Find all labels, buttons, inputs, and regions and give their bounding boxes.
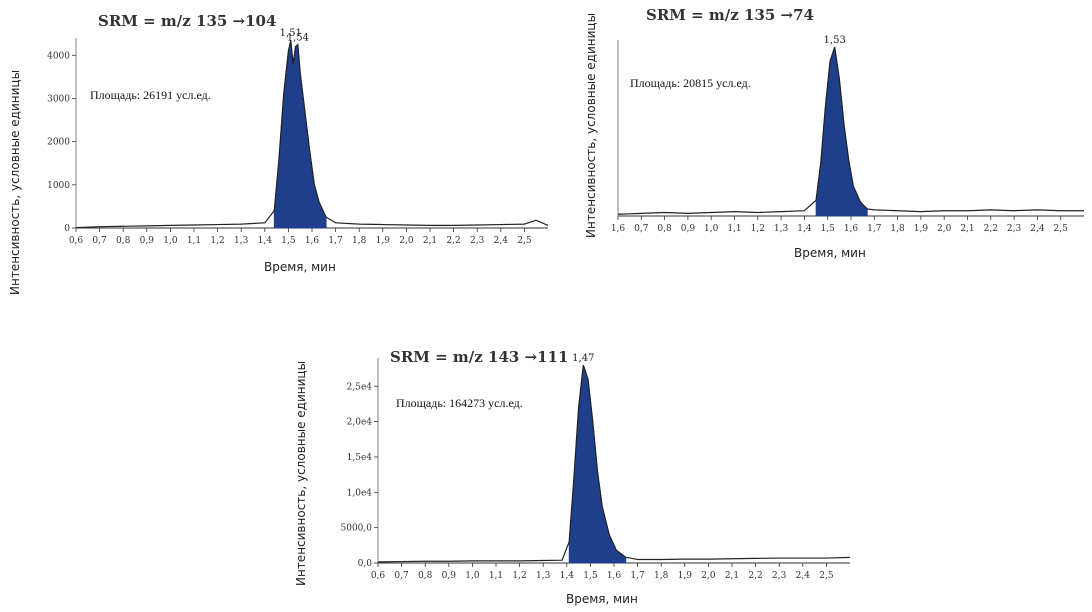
x-tick-label: 1,5 <box>583 571 598 581</box>
x-tick-label: 2,5 <box>1054 224 1069 234</box>
y-tick-label: 1000 <box>47 181 70 191</box>
x-tick-label: 2,1 <box>725 571 739 581</box>
x-tick-label: 2,0 <box>937 224 952 234</box>
x-tick-label: 1,4 <box>560 571 575 581</box>
y-tick-label: 2,0e4 <box>347 418 373 428</box>
chart-panel-3: SRM = m/z 143 →111 Площадь: 164273 усл.е… <box>290 330 870 612</box>
x-tick-label: 0,7 <box>92 236 107 246</box>
x-tick-label: 0,7 <box>394 571 409 581</box>
chart-title: SRM = m/z 143 →111 <box>390 348 569 366</box>
peak-label: 1,54 <box>287 32 309 43</box>
y-tick-label: 0,0 <box>358 559 373 569</box>
x-tick-label: 2,0 <box>701 571 716 581</box>
x-tick-label: 2,4 <box>796 571 811 581</box>
x-tick-label: 1,8 <box>654 571 669 581</box>
x-tick-label: 1,4 <box>797 224 812 234</box>
x-tick-label: 2,0 <box>399 236 414 246</box>
x-axis-label: Время, мин <box>264 260 336 274</box>
x-tick-label: 2,4 <box>1030 224 1045 234</box>
x-tick-label: 0,6 <box>371 571 386 581</box>
x-tick-label: 1,8 <box>352 236 367 246</box>
x-tick-label: 2,5 <box>517 236 532 246</box>
x-tick-label: 0,9 <box>140 236 155 246</box>
x-tick-label: 1,1 <box>727 224 741 234</box>
x-tick-label: 1,0 <box>163 236 178 246</box>
x-tick-label: 2,3 <box>1007 224 1022 234</box>
x-tick-label: 0,8 <box>418 571 433 581</box>
x-tick-label: 1,8 <box>890 224 905 234</box>
x-tick-label: 2,1 <box>960 224 974 234</box>
x-tick-label: 1,1 <box>489 571 503 581</box>
x-tick-label: 2,1 <box>423 236 437 246</box>
area-annotation: Площадь: 26191 усл.ед. <box>90 88 211 102</box>
x-tick-label: 1,9 <box>678 571 693 581</box>
peak-label: 1,47 <box>572 353 594 364</box>
series-line <box>377 364 851 563</box>
chart-title: SRM = m/z 135 →74 <box>646 6 814 24</box>
chart-plot: 1,6 0,7 0,8 0,9 1,0 1,1 1,2 1,3 1,4 1,5 1,6 1,7 1,8 1… <box>611 35 1084 234</box>
chart-plot: 0,6 0,7 0,8 0,9 1,0 1,1 1,2 1,3 1,4 1,5 1,6 1,7 1,8 1… <box>47 28 549 246</box>
x-axis-label: Время, мин <box>566 592 638 606</box>
x-tick-label: 2,2 <box>446 236 460 246</box>
x-tick-label: 1,4 <box>258 236 273 246</box>
x-tick-label: 1,5 <box>281 236 296 246</box>
x-tick-label: 1,3 <box>774 224 789 234</box>
y-tick-label: 0 <box>64 224 70 234</box>
x-tick-label: 1,9 <box>376 236 391 246</box>
x-tick-label: 1,7 <box>328 236 343 246</box>
x-tick-label: 1,7 <box>630 571 645 581</box>
peak-label: 1,51 <box>280 28 302 39</box>
x-tick-label: 1,5 <box>821 224 836 234</box>
x-tick-label: 1,2 <box>210 236 224 246</box>
x-tick-label: 0,8 <box>657 224 672 234</box>
peak-area <box>568 364 627 564</box>
x-tick-label: 1,0 <box>465 571 480 581</box>
y-tick-label: 1,5e4 <box>347 453 373 463</box>
x-tick-label: 0,9 <box>681 224 696 234</box>
y-tick-label: 2000 <box>47 138 70 148</box>
x-tick-label: 1,6 <box>607 571 622 581</box>
x-tick-label: 1,9 <box>914 224 929 234</box>
x-tick-label: 2,4 <box>494 236 509 246</box>
chart-title: SRM = m/z 135 →104 <box>98 12 277 30</box>
peak-label: 1,53 <box>824 35 846 46</box>
x-tick-label: 0,7 <box>634 224 649 234</box>
chart-panel-1: SRM = m/z 135 →104 Площадь: 26191 усл.ед… <box>0 0 560 300</box>
x-tick-label: 2,5 <box>819 571 834 581</box>
x-tick-label: 1,2 <box>512 571 526 581</box>
area-annotation: Площадь: 164273 усл.ед. <box>396 396 523 410</box>
x-tick-label: 2,2 <box>748 571 762 581</box>
y-tick-label: 2,5e4 <box>347 382 373 392</box>
x-tick-label: 1,6 <box>305 236 320 246</box>
x-tick-label: 2,3 <box>772 571 787 581</box>
x-tick-label: 1,1 <box>187 236 201 246</box>
y-tick-label: 3000 <box>47 94 70 104</box>
y-tick-label: 4000 <box>47 51 70 61</box>
x-tick-label: 2,2 <box>984 224 998 234</box>
x-tick-label: 1,6 <box>844 224 859 234</box>
area-annotation: Площадь: 20815 усл.ед. <box>630 76 751 90</box>
chart-panel-2: SRM = m/z 135 →74 Площадь: 20815 усл.ед.… <box>578 0 1092 290</box>
x-tick-label: 2,3 <box>470 236 485 246</box>
chart-plot: 0,6 0,7 0,8 0,9 1,0 1,1 1,2 1,3 1,4 1,5 1,6 1,7 1,8 1… <box>341 353 851 581</box>
x-tick-label: 0,6 <box>69 236 84 246</box>
x-tick-label: 1,3 <box>234 236 249 246</box>
x-tick-label: 1,7 <box>867 224 882 234</box>
x-tick-label: 0,8 <box>116 236 131 246</box>
x-tick-label: 1,2 <box>751 224 765 234</box>
x-axis-label: Время, мин <box>794 246 866 260</box>
x-tick-label: 1,3 <box>536 571 551 581</box>
y-tick-label: 5000,0 <box>341 524 373 534</box>
x-tick-label: 1,6 <box>611 224 626 234</box>
series-line <box>617 46 1084 215</box>
series-line <box>75 40 549 229</box>
x-tick-label: 0,9 <box>442 571 457 581</box>
y-tick-label: 1,0e4 <box>347 488 373 498</box>
x-tick-label: 1,0 <box>704 224 719 234</box>
